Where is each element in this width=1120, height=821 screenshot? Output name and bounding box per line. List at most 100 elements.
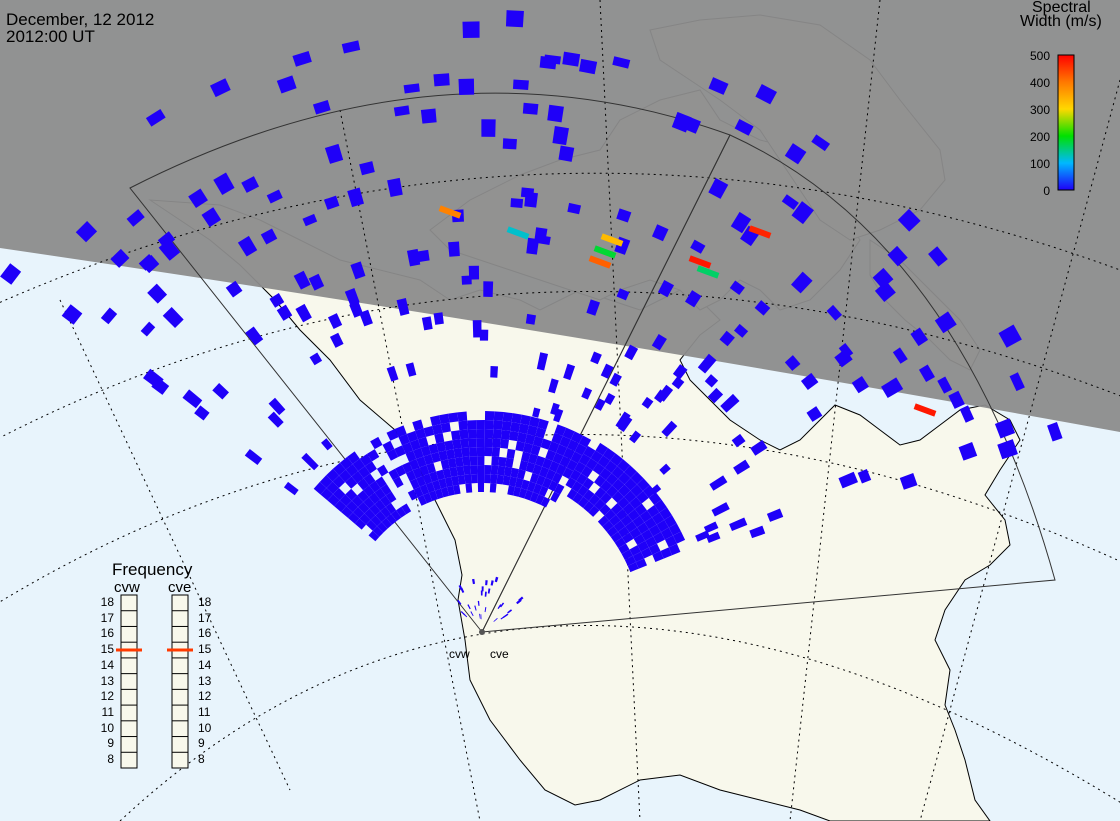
frequency-scale-label: 9 [198,736,205,750]
frequency-scale-label: 15 [198,642,211,656]
scatter-cell [434,312,444,325]
cve-frequency-gauge [172,595,188,768]
scatter-cell [448,412,458,422]
scatter-cell [492,438,501,448]
site-label-cve: cve [490,647,509,661]
scatter-cell [477,456,484,465]
frequency-scale-label: 9 [107,736,114,750]
scatter-cell [510,198,523,208]
scatter-cell [470,456,478,465]
scatter-cell [484,465,491,474]
scatter-cell [471,474,478,483]
scatter-cell [493,420,502,430]
scatter-cell [509,431,519,441]
scatter-cell [460,438,469,448]
scatter-cell [463,465,471,475]
frequency-scale-label: 13 [198,674,211,688]
scatter-cell [458,421,467,431]
scatter-cell [497,466,505,476]
scatter-cell [439,414,449,424]
scatter-cell [526,314,536,325]
scatter-cell [470,465,477,474]
scatter-cell [465,483,472,493]
scatter-cell [476,420,485,429]
frequency-scale-label: 12 [101,689,114,703]
scatter-cell [451,430,460,440]
scatter-cell [433,73,449,86]
scatter-cell [512,413,522,423]
scatter-cell [457,412,467,422]
scatter-cell [448,241,460,256]
scatter-cell [468,429,477,438]
scatter-cell [461,447,469,457]
frequency-scale-label: 8 [198,752,205,766]
frequency-scale-label: 17 [101,611,114,625]
scatter-cell [477,447,485,456]
frequency-scale-label: 11 [102,705,114,719]
scatter-cell [455,457,463,467]
frequency-scale-label: 14 [198,658,211,672]
scatter-cell [464,474,471,484]
scatter-cell [477,465,484,474]
frequency-scale-label: 12 [198,689,211,703]
scatter-cell [491,465,498,474]
scatter-cell [469,447,477,456]
scatter-cell [459,429,468,439]
scatter-cell [478,483,484,492]
cvw-frequency-gauge [121,595,137,768]
scatter-cell [481,119,495,137]
plot-date: December, 12 2012 [6,11,154,28]
frequency-scale-label: 14 [101,658,114,672]
colorbar-tick-label: 200 [1030,130,1050,144]
scatter-cell [484,474,491,483]
scatter-cell [510,422,520,432]
scatter-cell [484,447,492,456]
scatter-cell [547,105,564,123]
scatter-cell [503,138,517,149]
scatter-cell [462,456,470,466]
scatter-cell [467,420,476,429]
scatter-cell [500,439,509,449]
scatter-cell [485,429,494,438]
scatter-cell [501,430,510,440]
frequency-scale-label: 16 [198,626,211,640]
scatter-cell [456,466,464,476]
frequency-title: Frequency [112,560,192,580]
scatter-cell [482,586,484,591]
frequency-scale-label: 18 [198,595,211,609]
frequency-scale-label: 16 [101,626,114,640]
colorbar-tick-label: 0 [1043,184,1050,198]
scatter-cell [494,411,504,421]
scatter-cell [454,448,463,458]
scatter-cell [462,21,479,38]
scatter-cell [468,438,476,447]
scatter-cell [492,447,500,457]
site-label-cvw: cvw [449,647,470,661]
scatter-cell [490,483,497,492]
scatter-cell [498,457,506,467]
scatter-cell [490,366,498,378]
scatter-cell [503,412,513,422]
scatter-cell [562,52,580,67]
scatter-cell [552,126,569,145]
frequency-scale-label: 10 [198,721,211,735]
scatter-cell [558,146,574,162]
scatter-cell [478,474,485,483]
scatter-cell [476,429,485,438]
frequency-scale-label: 17 [198,611,211,625]
frequency-scale-label: 8 [107,752,114,766]
spectral-width-colorbar [1058,55,1074,190]
scatter-cell [493,429,502,439]
colorbar-title-2: Width (m/s) [1020,13,1102,31]
frequency-scale-label: 10 [101,721,114,735]
scatter-cell [523,103,539,115]
scatter-cell [485,438,493,447]
frequency-scale-label: 18 [101,595,114,609]
scatter-cell [506,10,524,27]
scatter-cell [524,192,538,208]
scatter-cell [490,474,497,483]
scatter-cell [441,422,451,432]
scatter-cell [469,266,479,280]
scatter-cell [497,475,504,485]
